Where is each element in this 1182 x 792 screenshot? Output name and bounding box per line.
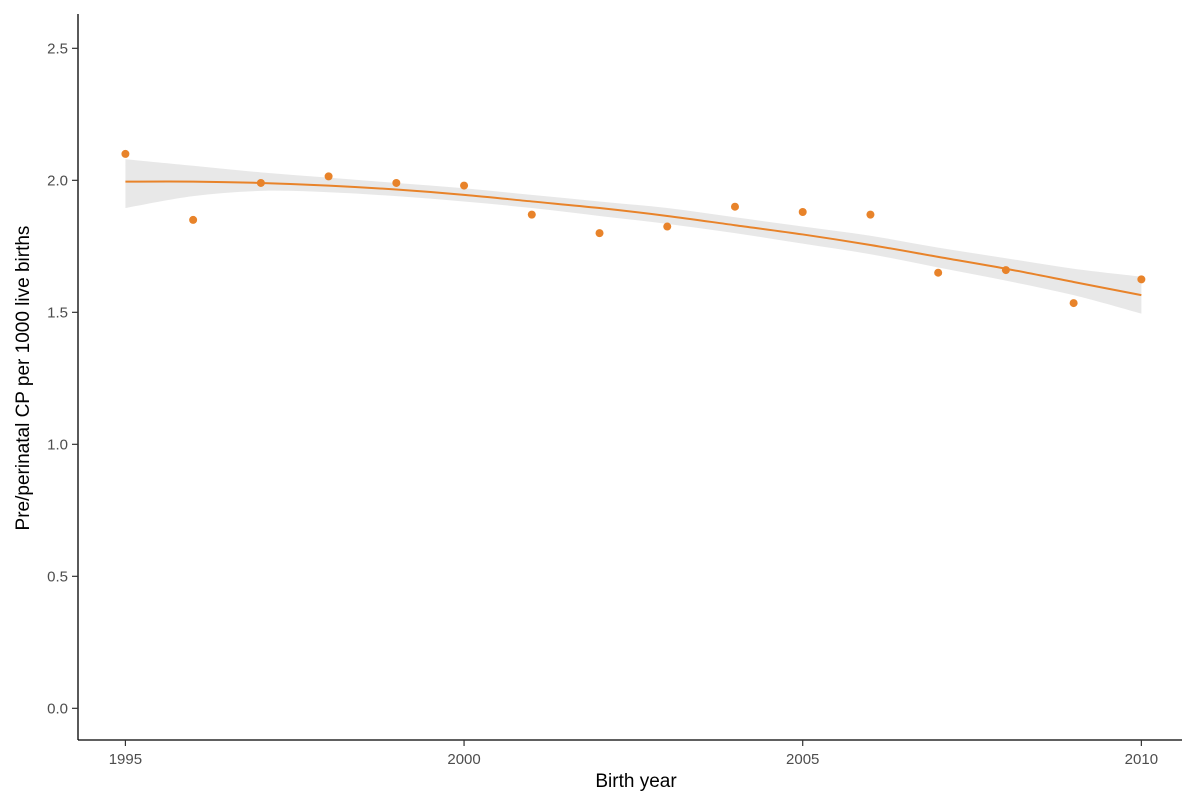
data-point bbox=[1069, 299, 1078, 308]
data-point bbox=[866, 210, 875, 219]
x-tick-label: 2000 bbox=[447, 751, 480, 768]
data-point bbox=[189, 215, 198, 224]
data-point bbox=[663, 222, 672, 231]
data-point bbox=[392, 178, 401, 187]
y-axis-title: Pre/perinatal CP per 1000 live births bbox=[13, 226, 34, 531]
y-tick-label: 1.0 bbox=[47, 436, 68, 453]
x-axis-title: Birth year bbox=[595, 771, 677, 792]
x-tick-label: 2005 bbox=[786, 751, 819, 768]
data-point bbox=[527, 210, 536, 219]
y-tick-label: 1.5 bbox=[47, 304, 68, 321]
x-tick-label: 1995 bbox=[109, 751, 142, 768]
data-point bbox=[934, 268, 943, 277]
data-point bbox=[460, 181, 469, 190]
y-tick-label: 0.0 bbox=[47, 700, 68, 717]
y-tick-label: 2.5 bbox=[47, 40, 68, 57]
confidence-band-layer bbox=[125, 159, 1142, 314]
data-points-layer bbox=[121, 149, 1146, 308]
data-point bbox=[324, 172, 333, 181]
data-point bbox=[730, 202, 739, 211]
y-tick-label: 2.0 bbox=[47, 172, 68, 189]
x-tick-label: 2010 bbox=[1125, 751, 1158, 768]
confidence-band bbox=[125, 159, 1142, 314]
data-point bbox=[798, 208, 807, 216]
smooth-line-layer bbox=[125, 180, 1142, 297]
y-tick-label: 0.5 bbox=[47, 568, 68, 585]
axes-layer bbox=[77, 14, 1182, 741]
x-ticks-layer: 1995 2000 2005 2010 bbox=[109, 740, 1158, 768]
y-ticks-layer: 0.0 0.5 1.0 1.5 2.0 2.5 bbox=[47, 40, 78, 717]
data-point bbox=[595, 229, 604, 238]
smooth-trend-line bbox=[125, 180, 1142, 297]
data-point bbox=[121, 149, 130, 158]
data-point bbox=[256, 178, 265, 187]
data-point bbox=[1137, 275, 1146, 284]
data-point bbox=[1001, 266, 1010, 275]
